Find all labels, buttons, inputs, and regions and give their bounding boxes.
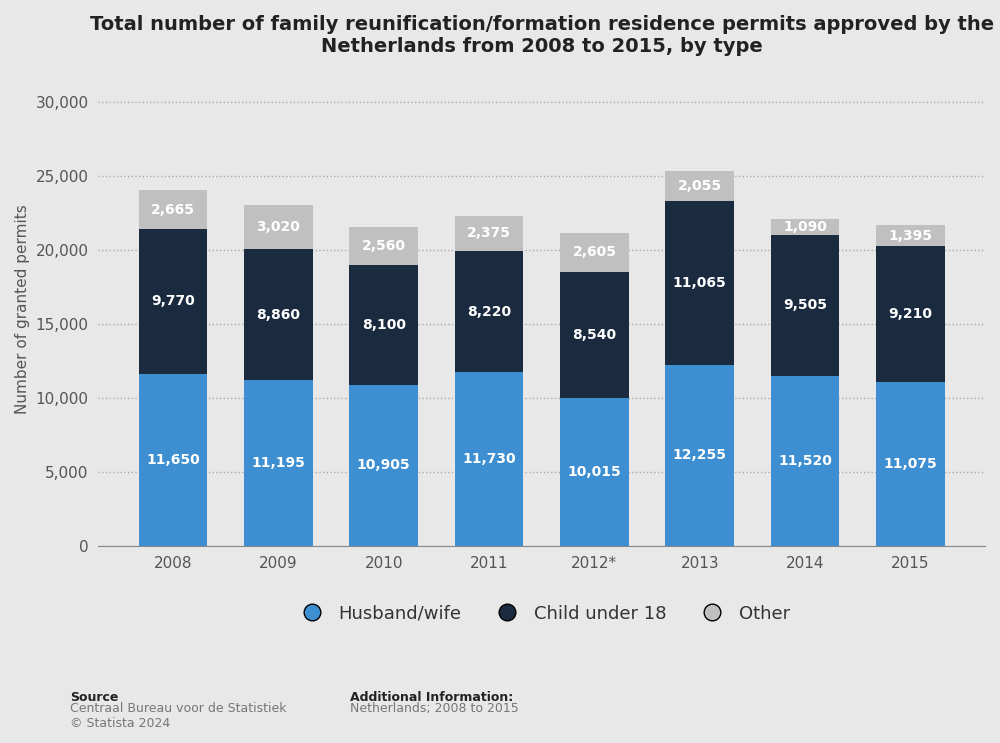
Bar: [560, 233, 629, 272]
Text: 8,220: 8,220: [467, 305, 511, 319]
Text: 11,520: 11,520: [778, 454, 832, 468]
Text: 11,075: 11,075: [884, 457, 937, 471]
Bar: [139, 374, 207, 546]
Text: Source: Source: [70, 691, 118, 704]
Bar: [349, 227, 418, 265]
Bar: [665, 365, 734, 546]
Bar: [560, 272, 629, 398]
Bar: [455, 251, 523, 372]
Y-axis label: Number of granted permits: Number of granted permits: [15, 204, 30, 415]
Text: 11,730: 11,730: [462, 452, 516, 466]
Text: 1,395: 1,395: [888, 229, 932, 243]
Text: 8,860: 8,860: [256, 308, 300, 322]
Text: 9,210: 9,210: [888, 307, 932, 321]
Text: 9,770: 9,770: [151, 294, 195, 308]
Bar: [139, 190, 207, 230]
Bar: [455, 216, 523, 251]
Text: 8,540: 8,540: [572, 328, 616, 342]
Bar: [560, 398, 629, 546]
Text: 12,255: 12,255: [673, 448, 727, 462]
Text: 10,905: 10,905: [357, 458, 410, 473]
Text: 9,505: 9,505: [783, 299, 827, 312]
Bar: [455, 372, 523, 546]
Bar: [139, 230, 207, 374]
Text: Netherlands; 2008 to 2015: Netherlands; 2008 to 2015: [350, 702, 519, 715]
Text: 2,605: 2,605: [572, 245, 616, 259]
Bar: [349, 385, 418, 546]
Text: 2,665: 2,665: [151, 203, 195, 216]
Text: 11,065: 11,065: [673, 276, 727, 290]
Text: Additional Information:: Additional Information:: [350, 691, 513, 704]
Bar: [876, 225, 945, 246]
Text: 1,090: 1,090: [783, 220, 827, 234]
Text: Centraal Bureau voor de Statistiek
© Statista 2024: Centraal Bureau voor de Statistiek © Sta…: [70, 702, 287, 730]
Bar: [665, 201, 734, 365]
Bar: [244, 250, 313, 380]
Text: 2,560: 2,560: [362, 239, 406, 253]
Bar: [665, 171, 734, 201]
Text: 8,100: 8,100: [362, 318, 406, 332]
Bar: [876, 382, 945, 546]
Text: 2,055: 2,055: [678, 179, 722, 193]
Text: 11,195: 11,195: [251, 456, 305, 470]
Text: 2,375: 2,375: [467, 227, 511, 241]
Bar: [771, 375, 839, 546]
Title: Total number of family reunification/formation residence permits approved by the: Total number of family reunification/for…: [90, 15, 994, 56]
Bar: [771, 235, 839, 375]
Bar: [771, 219, 839, 235]
Text: 3,020: 3,020: [256, 220, 300, 234]
Bar: [349, 265, 418, 385]
Bar: [876, 246, 945, 382]
Bar: [244, 205, 313, 250]
Bar: [244, 380, 313, 546]
Legend: Husband/wife, Child under 18, Other: Husband/wife, Child under 18, Other: [286, 597, 797, 630]
Text: 10,015: 10,015: [568, 465, 621, 478]
Text: 11,650: 11,650: [146, 452, 200, 467]
